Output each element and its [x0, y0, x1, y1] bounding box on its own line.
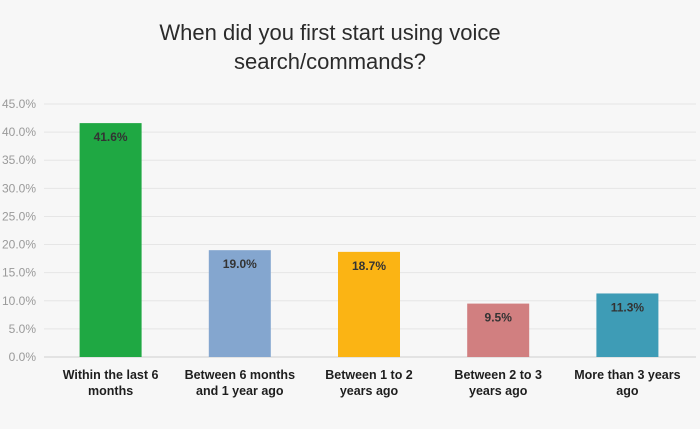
y-tick-label: 25.0%: [2, 209, 36, 223]
category-label: years ago: [340, 384, 399, 398]
y-tick-label: 40.0%: [2, 125, 36, 139]
bar-value-label: 19.0%: [223, 257, 257, 271]
bar-value-label: 41.6%: [94, 130, 128, 144]
bar: [208, 250, 271, 357]
category-label: months: [88, 384, 133, 398]
y-tick-label: 10.0%: [2, 294, 36, 308]
category-label: Within the last 6: [63, 368, 159, 382]
category-label: Between 6 months: [185, 368, 295, 382]
chart-title-line-1: When did you first start using voice: [159, 20, 500, 45]
category-label: More than 3 years: [574, 368, 680, 382]
x-axis-labels: Within the last 6 months Between 6 months a…: [63, 368, 681, 398]
bar-value-label: 9.5%: [485, 311, 513, 325]
bar-value-label: 11.3%: [611, 300, 645, 314]
category-label: years ago: [469, 384, 528, 398]
bars: [79, 123, 659, 357]
y-tick-label: 20.0%: [2, 238, 36, 252]
y-tick-label: 5.0%: [9, 322, 37, 336]
y-tick-label: 45.0%: [2, 97, 36, 111]
category-label: Between 1 to 2: [325, 368, 413, 382]
category-label: and 1 year ago: [196, 384, 284, 398]
category-label: ago: [616, 384, 639, 398]
gridlines: [44, 103, 696, 358]
bar: [338, 251, 400, 357]
y-tick-label: 0.0%: [9, 350, 37, 364]
y-tick-label: 35.0%: [2, 153, 36, 167]
bar: [79, 123, 142, 357]
y-tick-label: 30.0%: [2, 181, 36, 195]
bar: [596, 293, 659, 357]
chart-title: When did you first start using voice sea…: [159, 20, 500, 74]
chart-title-line-2: search/commands?: [234, 49, 426, 74]
bar: [467, 303, 530, 357]
category-label: Between 2 to 3: [454, 368, 542, 382]
data-labels: 41.6% 19.0% 18.7% 9.5% 11.3%: [94, 130, 645, 324]
y-axis-ticks: 0.0% 5.0% 10.0% 15.0% 20.0% 25.0% 30.0% 35.0% 40…: [2, 97, 36, 364]
bar-value-label: 18.7%: [352, 259, 386, 273]
y-tick-label: 15.0%: [2, 266, 36, 280]
